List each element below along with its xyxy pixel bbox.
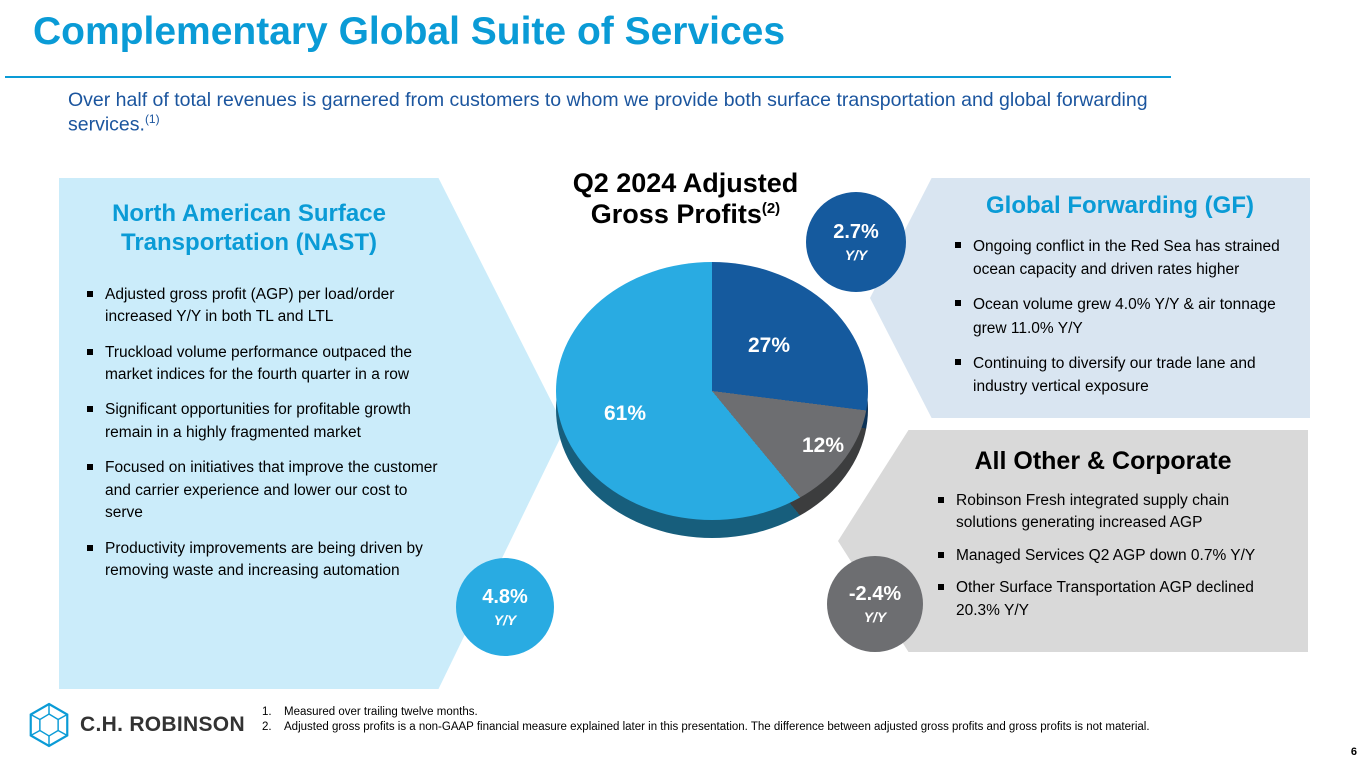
bullet-text: Productivity improvements are being driv…: [105, 539, 423, 580]
bullet-text: Ongoing conflict in the Red Sea has stra…: [973, 237, 1280, 279]
title-underline: [5, 76, 1171, 78]
badge-value: 4.8%: [482, 586, 528, 608]
list-item: Adjusted gross profit (AGP) per load/ord…: [87, 284, 439, 329]
list-item: Ongoing conflict in the Red Sea has stra…: [955, 235, 1300, 282]
list-item: Managed Services Q2 AGP down 0.7% Y/Y: [938, 545, 1286, 567]
panel-nast-bullets: Adjusted gross profit (AGP) per load/ord…: [87, 284, 439, 583]
bullet-text: Focused on initiatives that improve the …: [105, 459, 438, 522]
bullet-square-icon: [955, 300, 961, 307]
badge-nast-yoy: 4.8% Y/Y: [456, 558, 554, 656]
badge-sub: Y/Y: [863, 609, 887, 625]
list-item: Focused on initiatives that improve the …: [87, 457, 439, 524]
bullet-text: Managed Services Q2 AGP down 0.7% Y/Y: [956, 546, 1256, 564]
badge-sub: Y/Y: [493, 612, 517, 628]
chart-title-line2-wrap: Gross Profits(2): [533, 199, 838, 230]
list-item: Continuing to diversify our trade lane a…: [955, 352, 1300, 399]
bullet-text: Ocean volume grew 4.0% Y/Y & air tonnage…: [973, 296, 1276, 337]
footnote-number: 2.: [262, 721, 272, 733]
pie-label-gf: 27%: [748, 334, 791, 357]
list-item: Truckload volume performance outpaced th…: [87, 342, 439, 387]
bullet-square-icon: [87, 544, 93, 551]
list-item: Robinson Fresh integrated supply chain s…: [938, 490, 1286, 535]
footnotes: 1. Measured over trailing twelve months. …: [262, 706, 1150, 736]
chart-title: Q2 2024 Adjusted Gross Profits(2): [533, 168, 838, 230]
pie-face: [556, 262, 868, 520]
bullet-text: Adjusted gross profit (AGP) per load/ord…: [105, 285, 395, 326]
chart-title-footnote-ref: (2): [761, 200, 781, 218]
badge-value: -2.4%: [848, 583, 902, 605]
subtitle-text: Over half of total revenues is garnered …: [68, 89, 1148, 136]
panel-global-forwarding: Global Forwarding (GF) Ongoing conflict …: [870, 178, 1310, 418]
panel-other-bullets: Robinson Fresh integrated supply chain s…: [938, 490, 1286, 622]
bullet-text: Continuing to diversify our trade lane a…: [973, 354, 1256, 396]
slide-subtitle: Over half of total revenues is garnered …: [68, 88, 1223, 137]
bullet-square-icon: [955, 241, 961, 248]
bullet-square-icon: [87, 406, 93, 413]
bullet-text: Robinson Fresh integrated supply chain s…: [956, 492, 1230, 532]
pie-label-nast: 61%: [604, 402, 647, 425]
list-item: Ocean volume grew 4.0% Y/Y & air tonnage…: [955, 293, 1300, 340]
chr-logo: C.H. ROBINSON: [28, 702, 245, 748]
panel-nast-title: North American Surface Transportation (N…: [112, 200, 386, 256]
badge-other-yoy: -2.4% Y/Y: [827, 556, 923, 652]
panel-nast: North American Surface Transportation (N…: [59, 178, 565, 689]
bullet-square-icon: [955, 358, 961, 365]
bullet-square-icon: [87, 464, 93, 471]
panel-gf-bullets: Ongoing conflict in the Red Sea has stra…: [955, 235, 1300, 399]
panel-other-title: All Other & Corporate: [974, 447, 1232, 475]
footnote-number: 1.: [262, 706, 272, 718]
badge-sub: Y/Y: [844, 247, 868, 263]
footnote-text: Measured over trailing twelve months.: [284, 706, 478, 718]
chr-logo-text: C.H. ROBINSON: [80, 713, 245, 736]
footnote-1: 1. Measured over trailing twelve months.: [262, 706, 1150, 718]
list-item: Significant opportunities for profitable…: [87, 399, 439, 444]
bullet-text: Significant opportunities for profitable…: [105, 401, 411, 441]
bullet-text: Other Surface Transportation AGP decline…: [956, 579, 1254, 619]
chart-title-line2: Gross Profits: [590, 199, 762, 230]
badge-value: 2.7%: [833, 221, 879, 243]
pie-label-other: 12%: [802, 434, 845, 457]
bullet-text: Truckload volume performance outpaced th…: [105, 343, 413, 383]
list-item: Productivity improvements are being driv…: [87, 538, 439, 583]
bullet-square-icon: [87, 290, 93, 297]
chart-title-line1: Q2 2024 Adjusted: [572, 168, 799, 198]
pie-chart: 61% 27% 12%: [556, 262, 868, 538]
bullet-square-icon: [938, 584, 944, 591]
bullet-square-icon: [87, 348, 93, 355]
bullet-square-icon: [938, 551, 944, 558]
footnote-text: Adjusted gross profits is a non-GAAP fin…: [284, 721, 1150, 733]
page-title: Complementary Global Suite of Services: [33, 10, 786, 53]
bullet-square-icon: [938, 497, 944, 503]
subtitle-footnote-ref: (1): [144, 112, 160, 127]
list-item: Other Surface Transportation AGP decline…: [938, 577, 1286, 622]
badge-gf-yoy: 2.7% Y/Y: [806, 192, 906, 292]
panel-gf-title: Global Forwarding (GF): [986, 192, 1254, 219]
footnote-2: 2. Adjusted gross profits is a non-GAAP f…: [262, 721, 1150, 733]
chr-logo-icon: [29, 702, 69, 748]
page-number: 6: [1350, 746, 1357, 758]
